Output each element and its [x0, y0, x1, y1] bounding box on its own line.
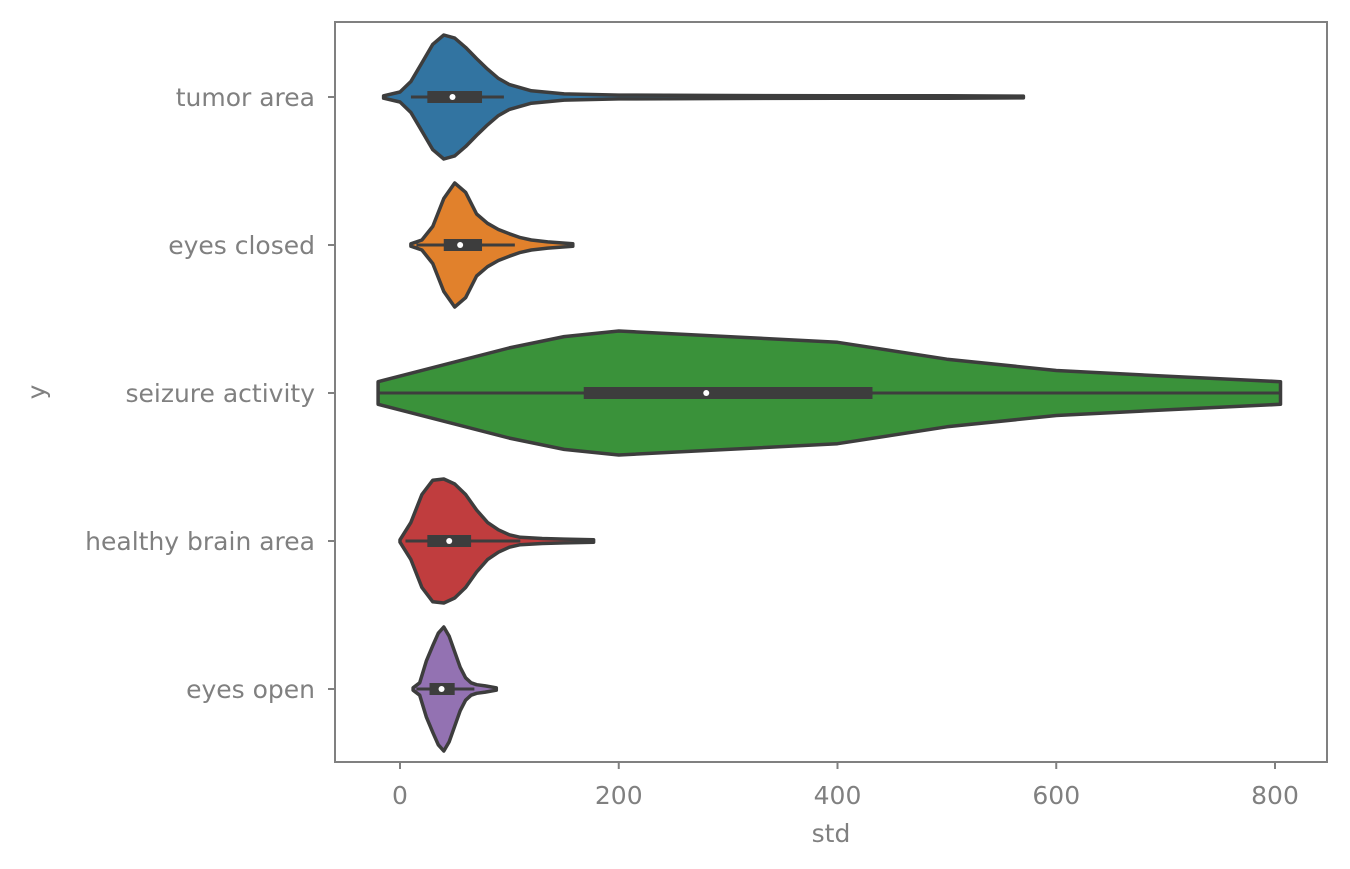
x-axis: 0 200 400 600 800 — [392, 762, 1299, 810]
y-tick-label: healthy brain area — [85, 527, 315, 556]
y-tick-label: seizure activity — [125, 379, 315, 408]
violins-layer — [376, 33, 1283, 753]
y-tick-label: eyes open — [186, 675, 315, 704]
y-axis-label: y — [22, 384, 51, 399]
violin-iqr-box — [583, 387, 873, 399]
x-tick-label: 800 — [1251, 781, 1299, 810]
violin-median-dot — [446, 538, 453, 544]
violin-median-dot — [457, 242, 464, 248]
violin-median-dot — [438, 686, 445, 692]
x-axis-label: std — [812, 819, 851, 848]
y-tick-label: eyes closed — [168, 231, 315, 260]
y-axis: tumor area eyes closed seizure activity hea… — [85, 83, 335, 704]
violin-body — [381, 33, 1026, 161]
x-tick-label: 0 — [392, 781, 408, 810]
x-tick-label: 600 — [1032, 781, 1080, 810]
violin-median-dot — [703, 390, 710, 396]
x-tick-label: 200 — [595, 781, 643, 810]
x-tick-label: 400 — [814, 781, 862, 810]
violin-median-dot — [449, 94, 456, 100]
y-tick-label: tumor area — [176, 83, 315, 112]
